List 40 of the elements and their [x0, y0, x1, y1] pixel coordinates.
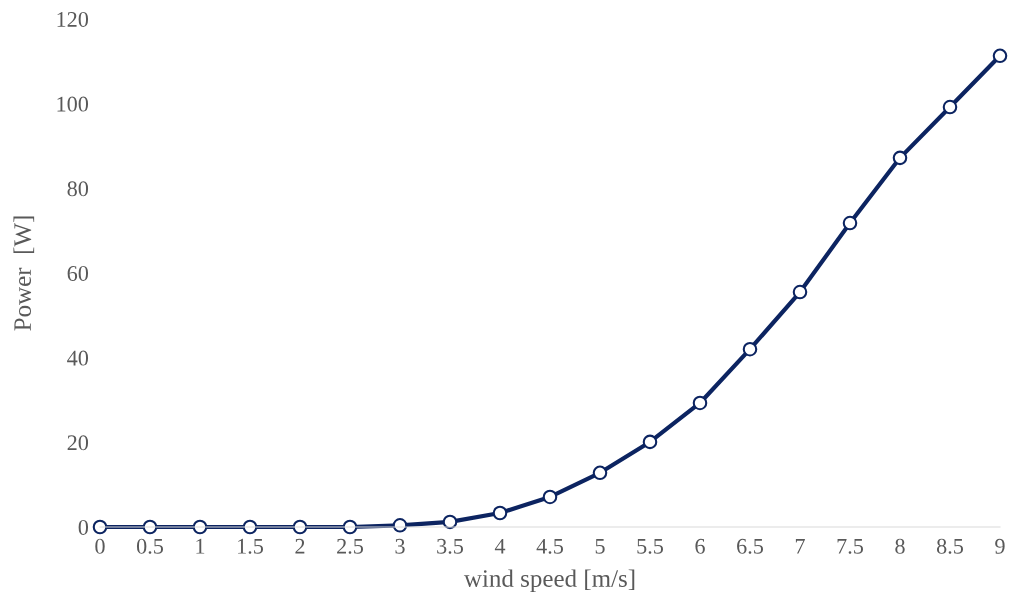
x-tick-label: 4.5	[536, 538, 564, 554]
y-tick-label: 120	[57, 11, 89, 27]
point	[492, 505, 508, 521]
x-tick-label: 8.5	[936, 538, 964, 554]
x-tick-label: 7.5	[837, 538, 864, 554]
point	[642, 434, 658, 450]
x-tick-label: 6	[695, 538, 705, 554]
x-tick-label: 8	[895, 538, 905, 554]
point	[842, 215, 858, 231]
x-tick-label: 3.5	[437, 538, 464, 554]
point	[92, 519, 108, 535]
point	[692, 395, 708, 411]
x-tick-label: 0.5	[136, 538, 164, 554]
x-axis-title: wind speed [m/s]	[463, 569, 635, 593]
y-tick-label: 80	[67, 181, 89, 197]
y-tick-label: 60	[67, 265, 89, 281]
x-tick-label: 1.5	[238, 538, 264, 554]
y-tick-label: 100	[57, 96, 89, 112]
x-tick-label: 5	[595, 538, 605, 554]
x-tick-label: 2	[295, 538, 305, 554]
x-tick-label: 1	[196, 538, 205, 554]
point	[592, 465, 608, 481]
point	[992, 48, 1008, 64]
x-tick-label: 0	[95, 538, 105, 554]
y-tick-label: 40	[67, 350, 89, 366]
y-tick-label: 0	[78, 519, 89, 535]
x-tick-label: 7	[795, 538, 805, 554]
x-tick-label: 5.5	[637, 538, 664, 554]
x-tick-label: 6.5	[737, 538, 764, 554]
y-axis-title: Power [W]	[13, 216, 35, 331]
x-tick-label: 2.5	[337, 538, 364, 554]
x-tick-label: 9	[995, 538, 1005, 554]
point	[792, 284, 808, 300]
point	[892, 150, 908, 166]
x-tick-label: 4	[494, 538, 506, 554]
point	[542, 489, 558, 505]
point	[942, 99, 958, 115]
point	[742, 341, 758, 357]
x-tick-label: 3	[395, 538, 405, 554]
y-tick-label: 20	[67, 435, 89, 451]
